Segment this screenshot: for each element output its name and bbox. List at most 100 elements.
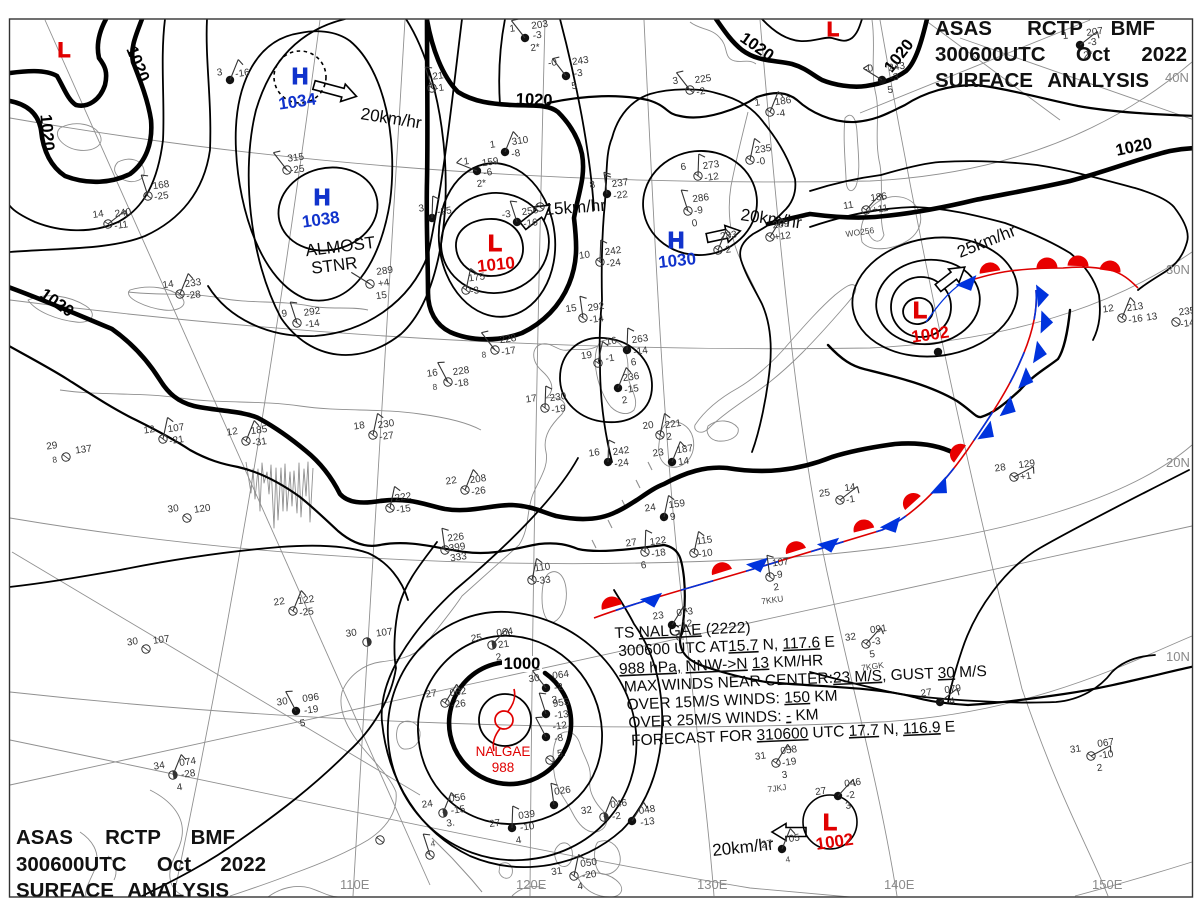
svg-text:-0: -0: [864, 63, 875, 75]
svg-text:039: 039: [518, 809, 536, 822]
svg-text:263: 263: [631, 333, 649, 346]
svg-text:05: 05: [788, 832, 801, 845]
svg-text:4: 4: [176, 782, 183, 794]
svg-text:228: 228: [452, 365, 470, 378]
svg-text:289: 289: [376, 265, 394, 278]
svg-text:+4: +4: [377, 277, 390, 290]
svg-text:L: L: [488, 230, 502, 256]
svg-text:10N: 10N: [1166, 649, 1190, 664]
svg-text:28: 28: [994, 462, 1007, 475]
svg-text:-14: -14: [633, 345, 649, 358]
svg-text:-33: -33: [536, 574, 552, 587]
svg-text:242: 242: [612, 445, 630, 458]
svg-text:14: 14: [844, 482, 857, 495]
svg-text:107: 107: [167, 422, 185, 435]
svg-text:-22: -22: [613, 189, 629, 202]
svg-text:140E: 140E: [884, 877, 915, 892]
svg-text:ANALYSIS: ANALYSIS: [127, 879, 229, 902]
svg-text:9: 9: [281, 308, 288, 320]
svg-text:7JKJ: 7JKJ: [767, 782, 787, 795]
svg-text:120E: 120E: [516, 877, 547, 892]
svg-text:8: 8: [432, 382, 438, 393]
svg-text:L: L: [58, 39, 71, 62]
svg-text:-16: -16: [523, 217, 539, 230]
svg-text:150E: 150E: [1092, 877, 1123, 892]
svg-text:-1: -1: [605, 353, 616, 365]
svg-text:-9: -9: [693, 205, 704, 217]
svg-text:-28: -28: [186, 289, 202, 302]
svg-text:-19: -19: [303, 704, 319, 717]
svg-text:12: 12: [143, 424, 156, 437]
svg-text:187: 187: [676, 443, 694, 456]
svg-text:3: 3: [781, 770, 788, 782]
svg-text:6: 6: [630, 357, 637, 369]
svg-text:074: 074: [179, 756, 197, 769]
svg-text:235: 235: [754, 143, 772, 156]
svg-text:237: 237: [611, 177, 629, 190]
svg-text:2022: 2022: [220, 853, 266, 876]
svg-text:+11: +11: [871, 203, 889, 216]
svg-text:-3: -3: [573, 68, 584, 80]
svg-text:300600UTC: 300600UTC: [935, 43, 1046, 66]
svg-text:BMF: BMF: [191, 826, 235, 849]
svg-text:2: 2: [773, 582, 780, 594]
svg-text:-16: -16: [235, 67, 251, 80]
svg-text:-21: -21: [169, 434, 185, 447]
svg-text:23: 23: [652, 610, 665, 623]
svg-text:048: 048: [638, 804, 656, 817]
svg-text:11: 11: [843, 200, 855, 212]
svg-text:208: 208: [469, 473, 487, 486]
svg-text:-28: -28: [180, 768, 196, 781]
svg-text:WO256: WO256: [845, 225, 875, 239]
svg-text:1020: 1020: [516, 90, 553, 109]
svg-text:129: 129: [1018, 458, 1036, 471]
svg-text:-26: -26: [451, 698, 467, 711]
svg-text:16: 16: [605, 335, 618, 348]
svg-text:6: 6: [680, 162, 687, 174]
svg-text:315: 315: [287, 151, 305, 164]
svg-text:186: 186: [774, 95, 792, 108]
svg-text:-25: -25: [289, 164, 305, 177]
svg-text:TS NALGAE (2222): TS NALGAE (2222): [614, 619, 751, 642]
svg-text:1: 1: [1062, 31, 1069, 43]
svg-text:310: 310: [511, 135, 529, 148]
svg-text:-13: -13: [554, 709, 570, 722]
svg-text:130E: 130E: [697, 877, 728, 892]
svg-text:207: 207: [1086, 26, 1104, 39]
svg-text:-2: -2: [553, 682, 564, 694]
svg-text:-25: -25: [299, 606, 315, 619]
svg-text:073: 073: [676, 606, 694, 619]
svg-text:Oct: Oct: [1076, 43, 1110, 66]
svg-text:-3: -3: [501, 209, 512, 221]
svg-text:-2: -2: [696, 86, 707, 98]
svg-text:29: 29: [46, 440, 59, 453]
svg-text:236: 236: [622, 371, 640, 384]
svg-text:SURFACE: SURFACE: [16, 879, 114, 902]
svg-text:30N: 30N: [1166, 262, 1190, 277]
svg-text:27: 27: [489, 818, 502, 831]
svg-text:9: 9: [669, 511, 676, 523]
svg-text:3.: 3.: [551, 694, 561, 706]
svg-text:110E: 110E: [340, 877, 370, 892]
svg-text:-13: -13: [640, 816, 656, 829]
svg-text:107: 107: [152, 634, 170, 647]
svg-text:-20: -20: [581, 869, 597, 882]
svg-text:14: 14: [677, 456, 690, 469]
svg-text:-3: -3: [889, 72, 900, 84]
svg-text:-17: -17: [501, 345, 517, 358]
svg-text:27: 27: [625, 537, 638, 550]
svg-text:3: 3: [216, 67, 223, 79]
svg-text:H: H: [668, 227, 685, 253]
svg-text:286: 286: [692, 192, 710, 205]
svg-text:159: 159: [668, 498, 686, 511]
svg-text:25: 25: [818, 487, 831, 500]
svg-text:+12: +12: [773, 230, 792, 243]
svg-text:-8: -8: [554, 733, 565, 745]
svg-text:16: 16: [588, 447, 601, 460]
svg-text:091: 091: [869, 623, 887, 636]
svg-text:4: 4: [430, 838, 436, 849]
svg-text:1020: 1020: [36, 113, 57, 151]
svg-text:27: 27: [761, 838, 774, 851]
svg-text:213: 213: [1126, 301, 1144, 314]
svg-text:31: 31: [551, 866, 564, 879]
